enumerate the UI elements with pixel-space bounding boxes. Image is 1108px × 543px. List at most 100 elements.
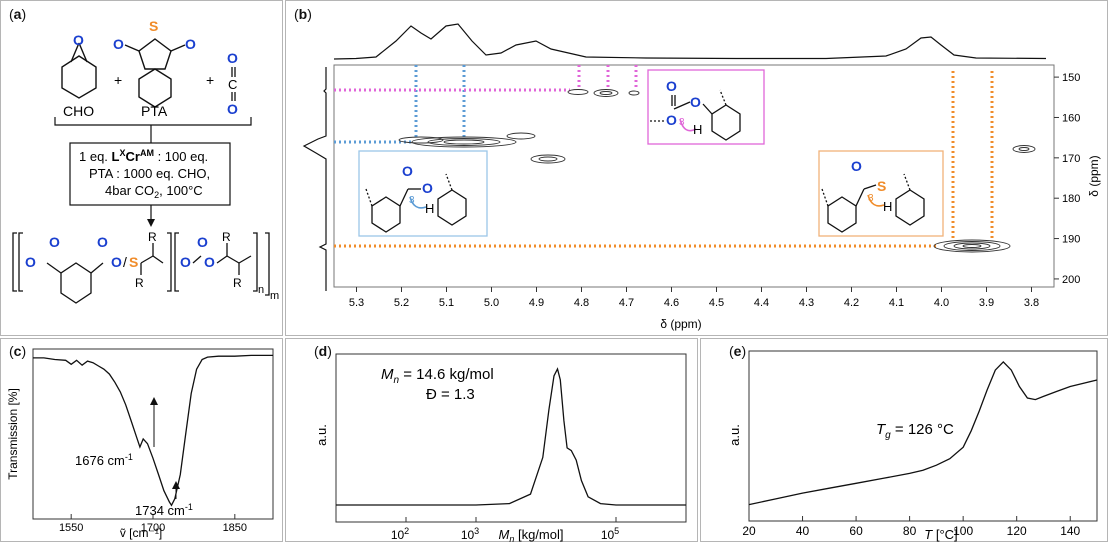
gpc-chart: 102 103 105 a.u. Mn [kg/mol] Mn = 14.6 kg/… xyxy=(314,353,687,543)
nmr-x-tick-label: 5.1 xyxy=(439,297,454,309)
dsc-x-tick-label: 20 xyxy=(742,524,756,538)
nmr-x-tick-label: 5.3 xyxy=(349,297,364,309)
nmr-x-tick-label: 5.2 xyxy=(394,297,409,309)
cho-label: CHO xyxy=(63,103,94,119)
nmr-x-tick-label: 4.0 xyxy=(934,297,949,309)
nmr-y-axis: 150 160 170 180 190 200 xyxy=(1054,72,1080,286)
ir-annotation-1676: 1676 cm-1 xyxy=(75,397,158,468)
ir-x-tick-label: 1850 xyxy=(223,522,247,534)
svg-text:O: O xyxy=(402,163,413,179)
nmr-contours xyxy=(398,89,1036,253)
ir-x-tick-label: 1700 xyxy=(141,522,165,534)
svg-text:m: m xyxy=(270,290,279,302)
svg-text:n: n xyxy=(258,284,264,296)
svg-text:O: O xyxy=(185,36,196,52)
panel-e-label: (e) xyxy=(729,343,747,359)
plus-1: + xyxy=(114,72,122,88)
gpc-x-axis-label: Mn [kg/mol] xyxy=(499,527,564,543)
ir-plot-frame xyxy=(32,348,274,520)
svg-text:S: S xyxy=(129,254,138,270)
dsc-plot-frame xyxy=(748,350,1098,522)
panel-d: (d) 102 103 105 a.u. Mn [kg/mol] Mn = 14.6… xyxy=(285,338,698,543)
nmr-x-tick-label: 4.6 xyxy=(664,297,679,309)
panel-b: (b) 5.3 5.2 5.1 5.0 4.9 4.8 4.7 4.6 4.5 4.4 4.3 4.2… xyxy=(285,0,1108,336)
svg-text:O: O xyxy=(690,94,701,110)
panel-e: (e) 20 40 60 80 100 120 140 a.u. T [°C] Tg = 1… xyxy=(700,338,1108,542)
svg-text:H: H xyxy=(883,199,892,214)
structure-box-orange: O S 3 H xyxy=(818,150,944,237)
structure-box-pink: O O O 3 H xyxy=(647,69,765,145)
ir-annotation-1734: 1734 cm-1 xyxy=(135,481,193,518)
svg-text:R: R xyxy=(222,230,231,244)
svg-text:O: O xyxy=(25,254,36,270)
panel-b-label: (b) xyxy=(294,6,312,22)
panel-c-label: (c) xyxy=(9,343,27,359)
gpc-annotation-dispersity: Đ = 1.3 xyxy=(426,386,475,403)
nmr-y-tick-label: 200 xyxy=(1062,274,1080,286)
structure-box-blue: O O 3 H xyxy=(358,150,488,237)
ir-y-axis-label: Transmission [%] xyxy=(6,388,20,480)
reaction-scheme: O CHO + S O O PTA + O C O xyxy=(12,18,279,304)
conditions-line-1: 1 eq. LXCrAM : 100 eq. xyxy=(79,148,208,164)
nmr-plot-frame xyxy=(333,64,1055,288)
ir-series-line xyxy=(33,354,273,507)
svg-text:S: S xyxy=(149,18,158,34)
ir-x-axis-label: ṽ [cm⁻¹] xyxy=(120,526,162,540)
svg-text:R: R xyxy=(135,276,144,290)
pta-structure: S O O PTA xyxy=(113,18,196,119)
svg-text:3: 3 xyxy=(868,193,874,204)
conditions-box xyxy=(69,142,231,206)
svg-text:3: 3 xyxy=(679,117,685,128)
nmr-x-tick-label: 3.9 xyxy=(979,297,994,309)
dsc-x-tick-label: 140 xyxy=(1060,524,1080,538)
svg-text:O: O xyxy=(204,254,215,270)
svg-text:O: O xyxy=(666,78,677,94)
dsc-x-tick-label: 100 xyxy=(953,524,973,538)
gpc-plot-frame xyxy=(335,353,687,523)
ir-x-tick-label: 1550 xyxy=(59,522,83,534)
nmr-1h-projection xyxy=(333,23,1047,60)
gpc-x-tick-label: 102 xyxy=(391,526,409,542)
nmr-x-tick-label: 4.9 xyxy=(529,297,544,309)
svg-text:C: C xyxy=(228,77,237,92)
dsc-x-tick-label: 40 xyxy=(796,524,810,538)
nmr-y-tick-label: 180 xyxy=(1062,193,1080,205)
svg-text:O: O xyxy=(97,234,108,250)
svg-text:O: O xyxy=(422,180,433,196)
conditions-line-2: PTA : 1000 eq. CHO, xyxy=(89,166,210,181)
nmr-x-tick-label: 4.2 xyxy=(844,297,859,309)
nmr-x-tick-label: 3.8 xyxy=(1024,297,1039,309)
nmr-y-tick-label: 150 xyxy=(1062,72,1080,84)
svg-text:O: O xyxy=(227,50,238,66)
nmr-x-tick-label: 5.0 xyxy=(484,297,499,309)
cho-structure: O CHO xyxy=(61,32,97,119)
svg-text:H: H xyxy=(693,122,702,137)
nmr-13c-projection xyxy=(302,67,327,291)
panel-d-label: (d) xyxy=(314,343,332,359)
svg-text:/: / xyxy=(123,254,127,270)
gpc-x-axis: 102 103 105 xyxy=(391,517,619,542)
dsc-x-tick-label: 80 xyxy=(903,524,917,538)
svg-text:3: 3 xyxy=(409,195,415,206)
ir-spectrum-chart: 1550 1700 1850 Transmission [%] ṽ [cm⁻¹] 1… xyxy=(6,348,274,540)
svg-text:O: O xyxy=(73,32,84,48)
nmr-x-axis: 5.3 5.2 5.1 5.0 4.9 4.8 4.7 4.6 4.5 4.4 4.3 4.2 4.1 4… xyxy=(349,287,1039,309)
nmr-x-tick-label: 4.3 xyxy=(799,297,814,309)
svg-text:O: O xyxy=(227,101,238,117)
dsc-x-tick-label: 120 xyxy=(1007,524,1027,538)
nmr-x-tick-label: 4.1 xyxy=(889,297,904,309)
svg-text:O: O xyxy=(111,254,122,270)
svg-text:O: O xyxy=(666,112,677,128)
svg-text:1734 cm-1: 1734 cm-1 xyxy=(135,502,193,518)
svg-text:R: R xyxy=(148,230,157,244)
svg-text:O: O xyxy=(113,36,124,52)
nmr-hsqc-plot: 5.3 5.2 5.1 5.0 4.9 4.8 4.7 4.6 4.5 4.4 4.3 4.2 4.1 4… xyxy=(302,23,1101,331)
dsc-x-tick-label: 60 xyxy=(849,524,863,538)
svg-text:O: O xyxy=(197,234,208,250)
panel-a-label: (a) xyxy=(9,6,27,22)
dsc-y-axis-label: a.u. xyxy=(727,424,742,446)
svg-text:O: O xyxy=(180,254,191,270)
dsc-annotation-tg: Tg = 126 °C xyxy=(876,421,954,441)
nmr-guide-lines xyxy=(334,65,994,248)
gpc-y-axis-label: a.u. xyxy=(314,424,329,446)
